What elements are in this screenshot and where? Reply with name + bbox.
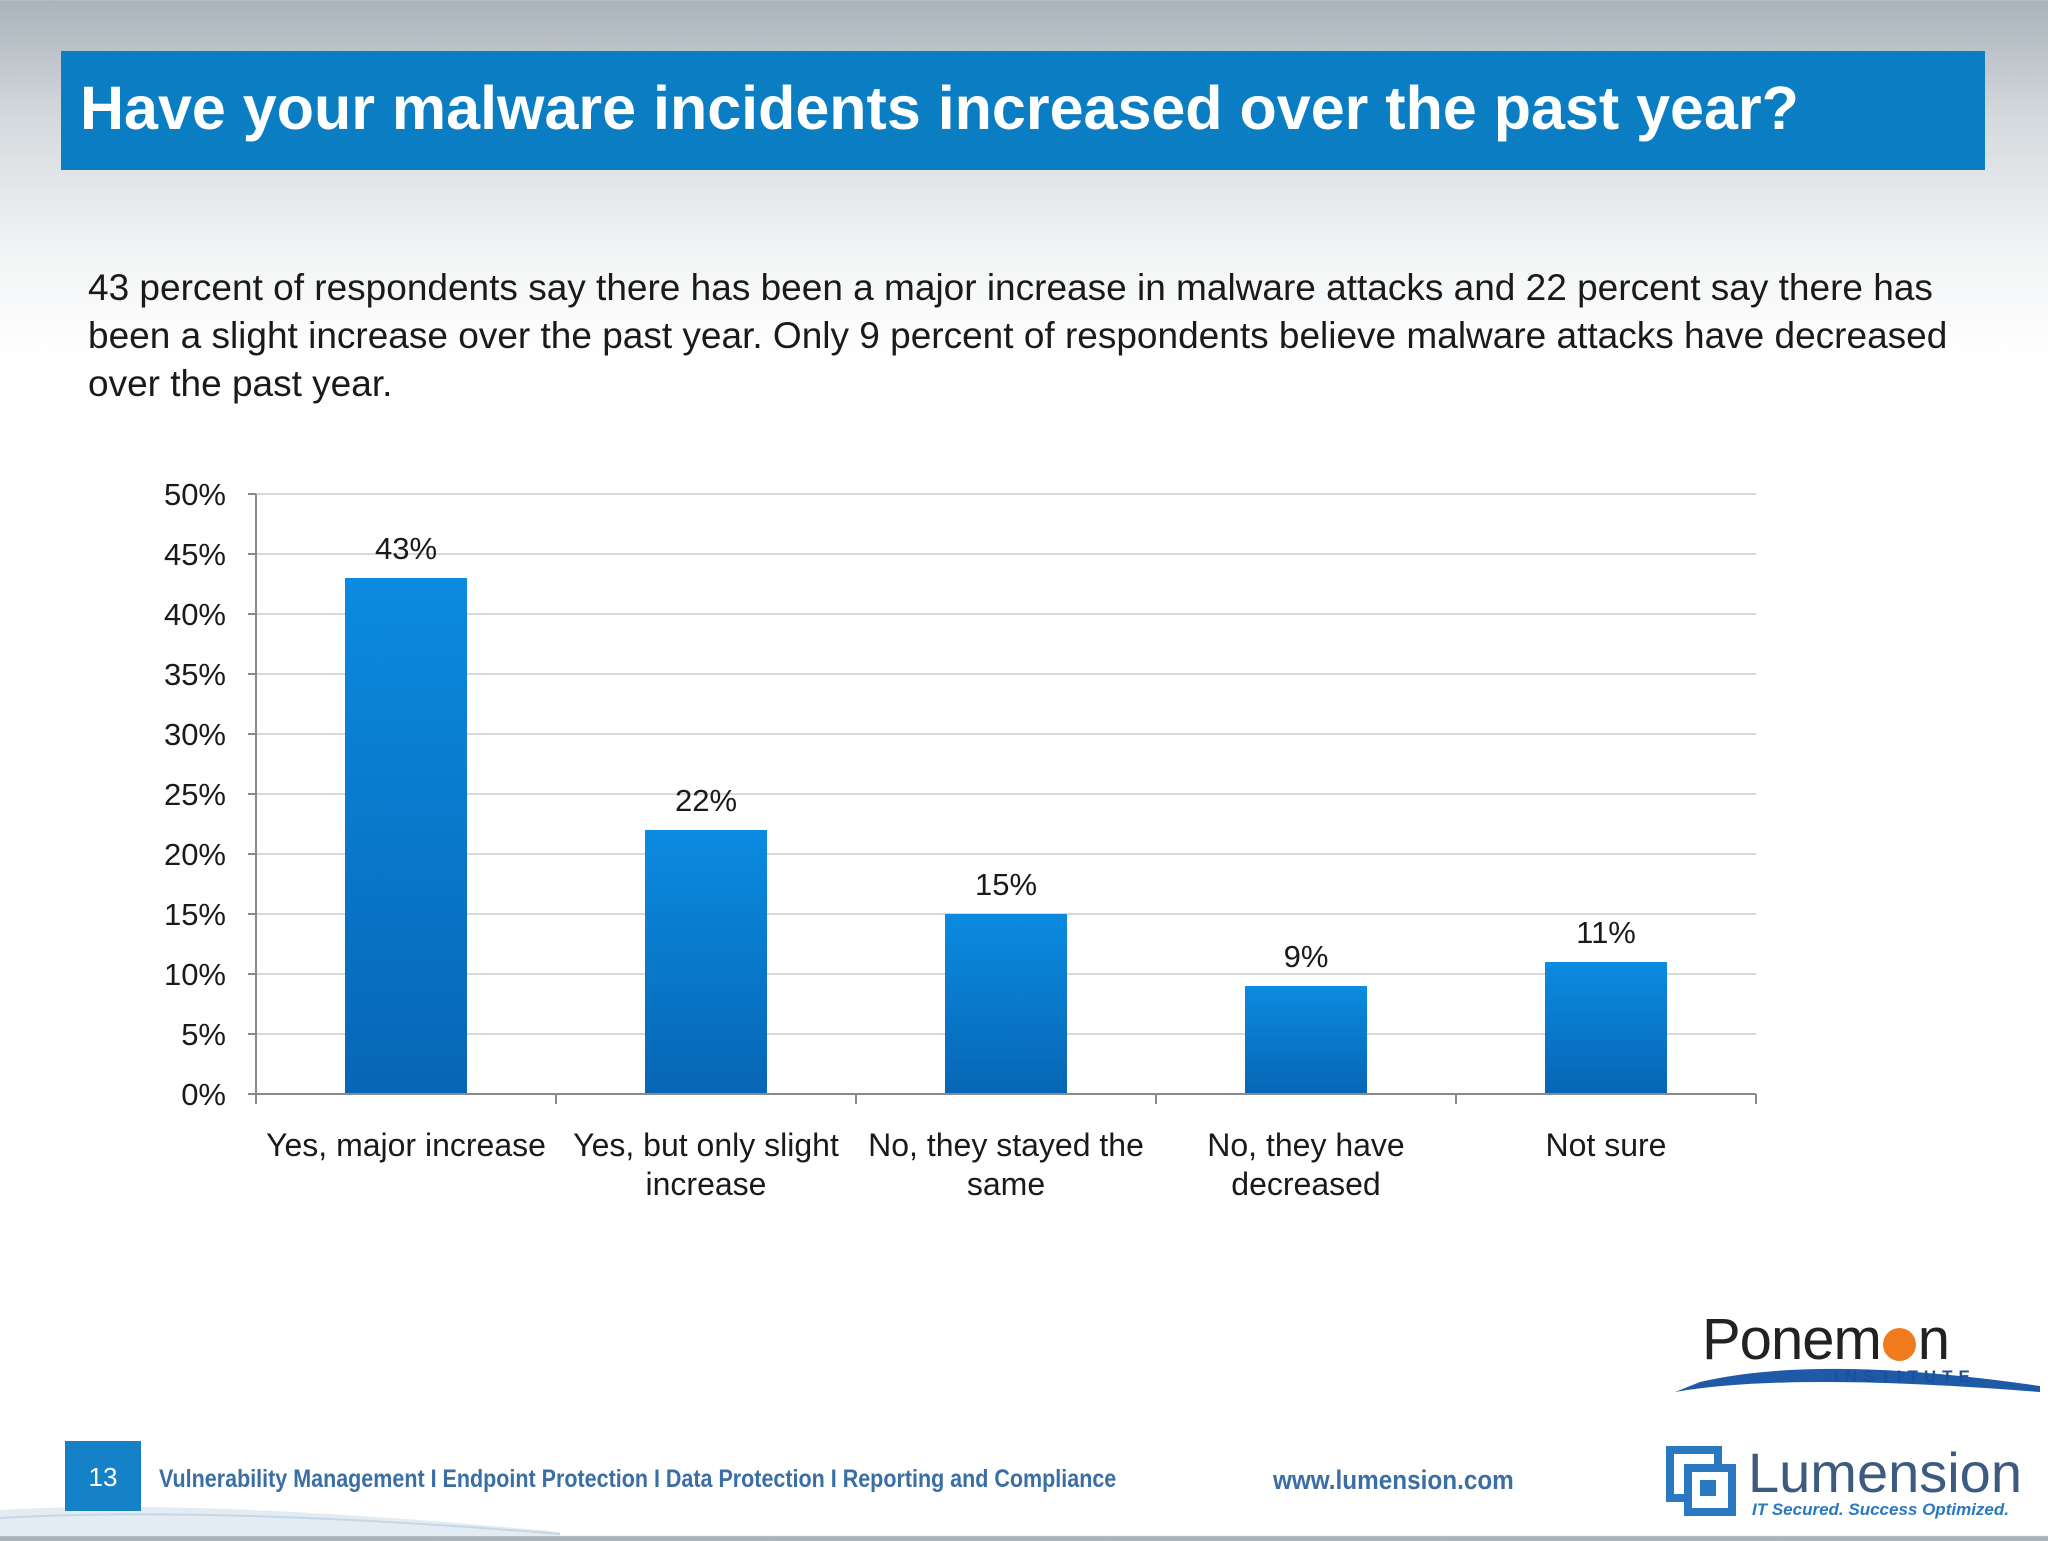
slide-title: Have your malware incidents increased ov… — [80, 74, 1799, 142]
category-label: No, they stayed the — [868, 1127, 1144, 1163]
category-label: No, they have — [1207, 1127, 1404, 1163]
category-label: decreased — [1231, 1166, 1380, 1202]
axes — [248, 493, 1757, 1104]
lumension-wordmark: Lumension — [1748, 1441, 2022, 1504]
ponemon-o-dot — [1882, 1328, 1916, 1361]
lumension-tagline: IT Secured. Success Optimized. — [1752, 1500, 2009, 1519]
y-tick-label: 45% — [164, 537, 226, 572]
bar — [345, 578, 467, 1094]
category-label: Yes, major increase — [266, 1127, 546, 1163]
data-label: 22% — [675, 783, 737, 818]
category-label: Yes, but only slight — [573, 1127, 839, 1163]
y-tick-label: 10% — [164, 957, 226, 992]
labels: 0% 5% 10% 15% 20% 25% 30% 35% 40% 45% 50% 43% Yes, m… — [164, 477, 1667, 1202]
ponemon-subtitle: INSTITUTE — [1834, 1367, 1976, 1386]
title-bar: Have your malware incidents increased ov… — [61, 51, 1985, 170]
data-label: 15% — [975, 867, 1037, 902]
footer-url[interactable]: www.lumension.com — [1273, 1465, 1514, 1495]
ponemon-text-b: n — [1917, 1307, 1950, 1372]
category-label: same — [967, 1166, 1045, 1202]
bars — [345, 578, 1667, 1094]
bar — [645, 830, 767, 1094]
y-tick-label: 40% — [164, 597, 226, 632]
page-number: 13 — [65, 1441, 141, 1511]
bar-chart: 0% 5% 10% 15% 20% 25% 30% 35% 40% 45% 50% 43% Yes, m… — [164, 477, 1757, 1202]
y-tick-label: 25% — [164, 777, 226, 812]
footer-links: Vulnerability Management I Endpoint Prot… — [159, 1465, 1117, 1493]
bar — [945, 914, 1067, 1094]
y-tick-label: 30% — [164, 717, 226, 752]
category-label: increase — [646, 1166, 767, 1202]
bar — [1245, 986, 1367, 1094]
category-label: Not sure — [1546, 1127, 1667, 1163]
data-label: 9% — [1284, 939, 1329, 974]
y-tick-label: 0% — [181, 1077, 226, 1112]
summary-text: 43 percent of respondents say there has … — [88, 267, 1948, 404]
ponemon-wordmark: Ponem n — [1702, 1306, 1950, 1373]
ponemon-text-a: Ponem — [1702, 1307, 1882, 1372]
ponemon-logo: Ponem n INSTITUTE — [1670, 1294, 2040, 1394]
y-tick-label: 20% — [164, 837, 226, 872]
data-label: 11% — [1576, 915, 1636, 950]
lumension-mark-icon — [1666, 1446, 1736, 1516]
y-tick-label: 15% — [164, 897, 226, 932]
bar — [1545, 962, 1667, 1094]
y-tick-label: 50% — [164, 477, 226, 512]
y-tick-label: 35% — [164, 657, 226, 692]
y-tick-label: 5% — [181, 1017, 226, 1052]
data-label: 43% — [375, 531, 437, 566]
lumension-logo: Lumension IT Secured. Success Optimized. — [1662, 1440, 2042, 1536]
footer-decoration — [0, 1488, 561, 1536]
